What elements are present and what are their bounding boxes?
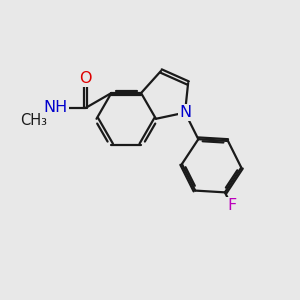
Text: O: O (80, 71, 92, 86)
Text: NH: NH (44, 100, 68, 116)
Text: CH₃: CH₃ (20, 113, 47, 128)
Text: F: F (227, 198, 236, 213)
Text: N: N (179, 105, 191, 120)
